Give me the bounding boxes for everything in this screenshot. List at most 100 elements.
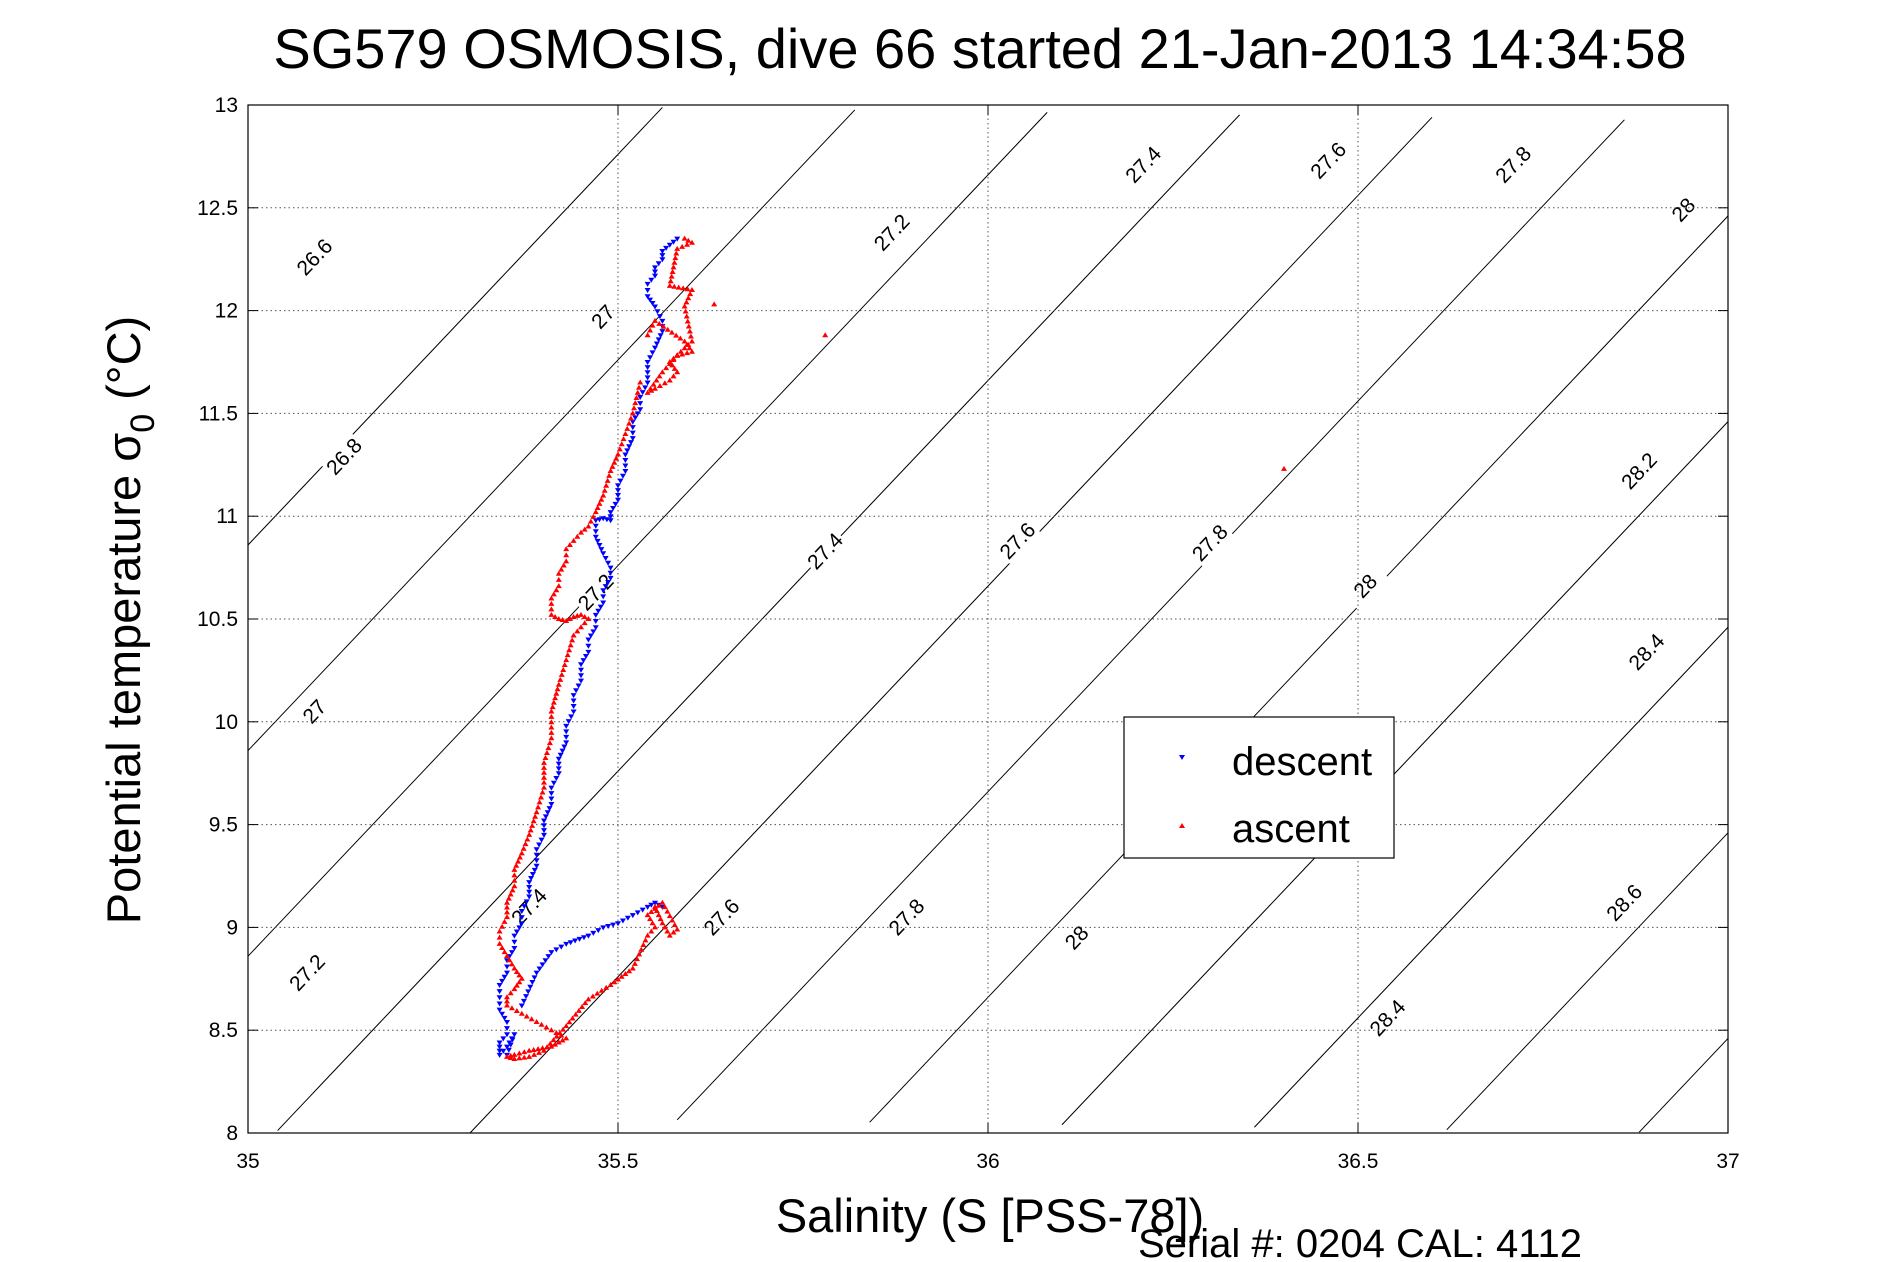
contour-label: 28.6 — [1602, 880, 1647, 925]
descent-point — [629, 425, 636, 431]
ascent-point — [666, 377, 673, 383]
descent-point — [659, 329, 666, 335]
descent-point — [526, 880, 533, 886]
descent-point — [585, 637, 592, 643]
ascent-point — [674, 369, 681, 375]
descent-point — [496, 982, 503, 988]
contour-label: 28.2 — [1617, 449, 1662, 494]
ascent-point — [590, 513, 597, 519]
descent-point — [652, 273, 658, 279]
legend-ascent-label: ascent — [1232, 807, 1350, 851]
descent-point — [507, 1042, 514, 1048]
ascent-point — [684, 286, 691, 292]
ascent-point — [560, 562, 567, 568]
descent-point — [563, 723, 570, 729]
x-axis-ticks: 35 35.5 36 36.5 37 — [236, 105, 1740, 1173]
ascent-point — [681, 338, 688, 344]
descent-point — [659, 257, 666, 263]
ascent-point — [616, 446, 623, 452]
descent-point — [561, 744, 568, 750]
ascent-point — [684, 350, 691, 356]
descent-point — [582, 654, 589, 660]
descent-point — [526, 884, 533, 890]
ascent-point — [675, 284, 682, 290]
descent-point — [659, 318, 666, 324]
ascent-point — [504, 904, 510, 910]
descent-point — [600, 588, 607, 594]
descent-point — [518, 915, 525, 921]
ascent-point — [521, 1054, 528, 1060]
descent-point — [602, 556, 609, 562]
descent-point — [496, 989, 503, 995]
ascent-point — [681, 303, 688, 309]
ascent-point — [553, 690, 560, 696]
ascent-point — [634, 956, 641, 962]
ascent-point — [569, 637, 576, 643]
descent-point — [587, 633, 594, 639]
descent-point — [674, 236, 681, 242]
descent-point — [578, 678, 584, 684]
ascent-point — [689, 287, 695, 293]
descent-point — [511, 933, 518, 939]
ascent-point — [618, 441, 625, 447]
ascent-point — [636, 951, 643, 957]
ascent-point — [504, 899, 510, 905]
descent-point — [624, 915, 631, 921]
contour-label-background — [883, 893, 930, 941]
contour-label: 27.8 — [1491, 142, 1536, 187]
density-contour-line — [869, 215, 1729, 1123]
ascent-point — [541, 779, 547, 785]
descent-point — [652, 900, 658, 906]
ascent-point — [553, 1033, 560, 1039]
ascent-point — [655, 912, 662, 918]
ascent-point — [660, 323, 667, 329]
ascent-point — [550, 1037, 557, 1043]
ascent-point — [594, 990, 601, 996]
ascent-point — [505, 895, 512, 901]
ascent-point — [653, 377, 660, 383]
ascent-point — [624, 425, 631, 431]
ascent-point — [542, 754, 549, 760]
descent-point — [607, 510, 614, 516]
descent-point — [504, 964, 510, 970]
ascent-point — [647, 327, 654, 333]
descent-point — [500, 1048, 507, 1054]
descent-point — [585, 933, 592, 939]
density-contour-line — [247, 112, 1048, 957]
ascent-point — [511, 866, 518, 872]
descent-point — [541, 818, 547, 824]
ascent-point — [518, 1010, 525, 1016]
descent-point — [595, 928, 602, 934]
descent-point — [578, 667, 584, 673]
descent-point — [629, 430, 636, 436]
ascent-point — [687, 291, 694, 297]
ascent-point — [548, 595, 555, 601]
contour-label-background — [994, 517, 1041, 565]
y-tick-label: 9 — [226, 916, 238, 939]
ascent-point — [513, 862, 520, 868]
descent-point — [670, 239, 677, 245]
ascent-point — [555, 616, 562, 621]
descent-point — [644, 370, 651, 376]
descent-point — [622, 468, 629, 474]
density-contour-line — [469, 116, 1433, 1134]
descent-point — [523, 899, 530, 905]
ascent-point — [606, 472, 613, 478]
descent-point — [647, 297, 654, 303]
descent-point — [541, 823, 547, 829]
ascent-point — [526, 831, 533, 837]
descent-point — [531, 975, 538, 981]
ascent-point — [559, 617, 566, 623]
contour-label: 27.2 — [870, 210, 915, 255]
ascent-point — [620, 436, 627, 442]
ascent-point — [711, 301, 718, 307]
ascent-point — [548, 611, 555, 617]
ascent-point — [558, 671, 565, 677]
ascent-point — [669, 362, 676, 368]
serial-cal-footer: Serial #: 0204 CAL: 4112 — [1138, 1222, 1582, 1262]
descent-point — [505, 1047, 512, 1053]
ascent-point — [566, 541, 573, 547]
ascent-point — [561, 662, 568, 668]
legend: descent ascent — [1123, 716, 1395, 859]
